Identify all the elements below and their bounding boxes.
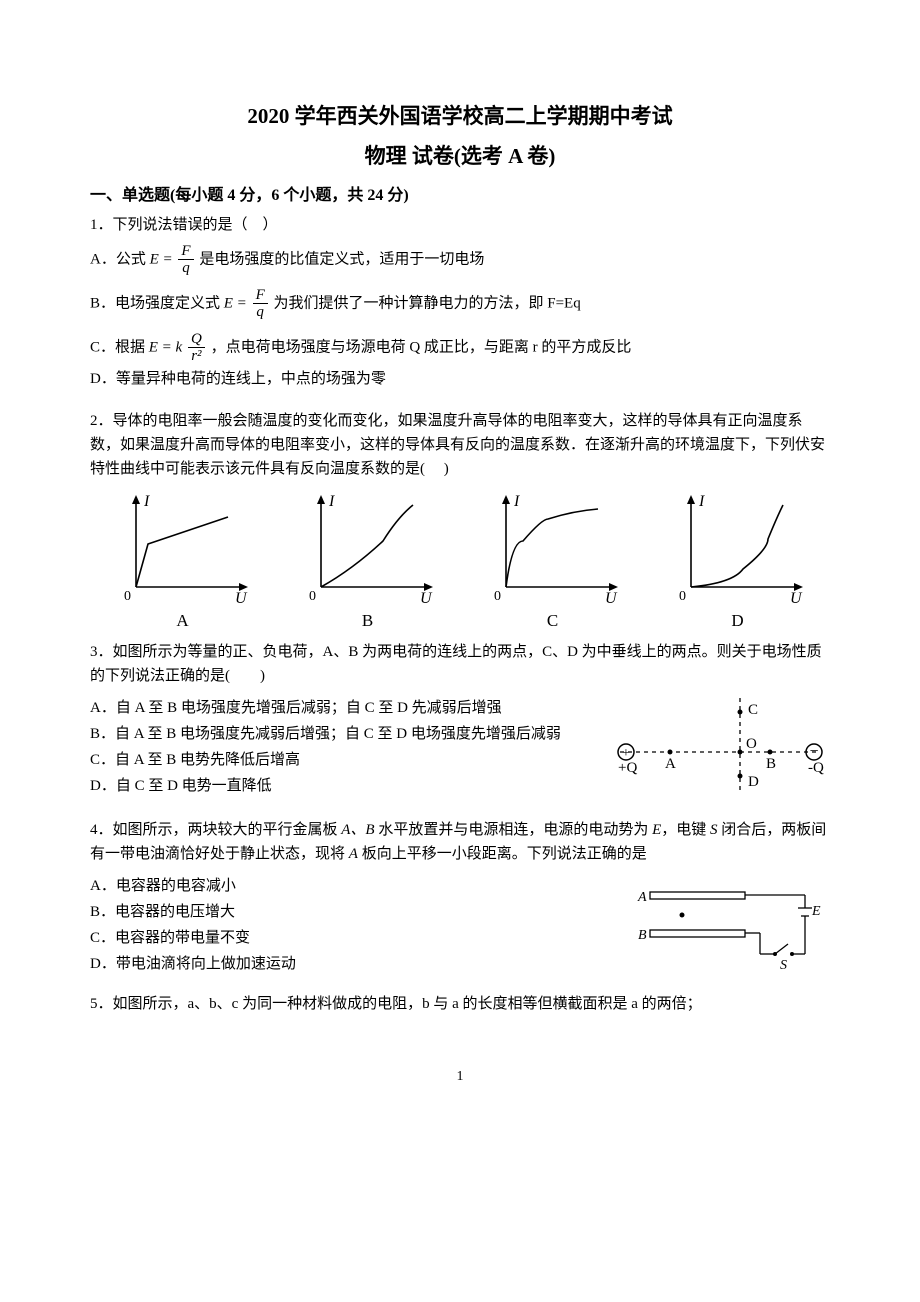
q4-option-c: C．电容器的带电量不变 (90, 926, 608, 950)
section-heading: 一、单选题(每小题 4 分，6 个小题，共 24 分) (90, 183, 830, 209)
svg-text:0: 0 (494, 589, 501, 604)
q2-chart-c: I U 0 C (460, 489, 645, 634)
chart-b-label: B (275, 607, 460, 634)
svg-text:0: 0 (309, 589, 316, 604)
svg-text:E: E (811, 904, 821, 919)
q4-stem-s: S (710, 822, 718, 838)
q1a-eq-lhs: E = (150, 251, 177, 267)
svg-text:A: A (637, 890, 647, 905)
q2-charts-row: I U 0 A I U 0 B I U 0 C I U 0 D (90, 489, 830, 634)
q3-body: A．自 A 至 B 电场强度先增强后减弱；自 C 至 D 先减弱后增强 B．自 … (90, 694, 830, 804)
svg-text:0: 0 (124, 589, 131, 604)
q3-figure: + − +Q -Q A BO C D (610, 694, 830, 804)
exam-subtitle: 物理 试卷(选考 A 卷) (90, 140, 830, 174)
q1-stem: 1．下列说法错误的是（ ） (90, 213, 830, 237)
chart-c-label: C (460, 607, 645, 634)
q1b-num: F (253, 287, 268, 305)
q4-stem-mid2: ，电键 (661, 822, 710, 838)
svg-text:S: S (780, 958, 787, 973)
q1a-den: q (178, 260, 193, 277)
q4-stem-a2: A (349, 846, 358, 862)
q4-stem-post: 板向上平移一小段距离。下列说法正确的是 (358, 846, 647, 862)
q3-options: A．自 A 至 B 电场强度先增强后减弱；自 C 至 D 先减弱后增强 B．自 … (90, 694, 598, 800)
q1b-post: 为我们提供了一种计算静电力的方法，即 F=Eq (273, 295, 580, 311)
q2-stem: 2．导体的电阻率一般会随温度的变化而变化，如果温度升高导体的电阻率变大，这样的导… (90, 409, 830, 481)
svg-text:0: 0 (679, 589, 686, 604)
svg-text:U: U (420, 590, 433, 607)
svg-text:+Q: +Q (618, 760, 637, 776)
svg-text:O: O (746, 736, 757, 752)
q1b-eq-lhs: E = (224, 295, 251, 311)
q4-body: A．电容器的电容减小 B．电容器的电压增大 C．电容器的带电量不变 D．带电油滴… (90, 872, 830, 978)
q4-stem-pre: 4．如图所示，两块较大的平行金属板 (90, 822, 341, 838)
q1c-den: r² (188, 348, 205, 365)
q2-chart-b: I U 0 B (275, 489, 460, 634)
q1c-fraction: Q r² (188, 331, 205, 365)
chart-c-svg: I U 0 (478, 489, 628, 609)
svg-text:B: B (766, 756, 776, 772)
q2-chart-d: I U 0 D (645, 489, 830, 634)
q4-stem-mid: 水平放置并与电源相连，电源的电动势为 (375, 822, 653, 838)
svg-text:D: D (748, 774, 759, 790)
q1b-fraction: F q (253, 287, 268, 321)
q1b-pre: B．电场强度定义式 (90, 295, 224, 311)
q3-stem: 3．如图所示为等量的正、负电荷，A、B 为两电荷的连线上的两点，C、D 为中垂线… (90, 640, 830, 688)
chart-d-label: D (645, 607, 830, 634)
q4-stem: 4．如图所示，两块较大的平行金属板 A、B 水平放置并与电源相连，电源的电动势为… (90, 818, 830, 866)
q1-option-a: A．公式 E = F q 是电场强度的比值定义式，适用于一切电场 (90, 243, 830, 277)
svg-text:−: − (809, 743, 818, 760)
q1-option-b: B．电场强度定义式 E = F q 为我们提供了一种计算静电力的方法，即 F=E… (90, 287, 830, 321)
chart-a-svg: I U 0 (108, 489, 258, 609)
q3-option-c: C．自 A 至 B 电势先降低后增高 (90, 748, 598, 772)
q4-option-d: D．带电油滴将向上做加速运动 (90, 952, 608, 976)
q1-option-c: C．根据 E = k Q r² ，点电荷电场强度与场源电荷 Q 成正比，与距离 … (90, 331, 830, 365)
svg-text:U: U (790, 590, 803, 607)
q4-figure: A B E S (620, 872, 830, 977)
q1-option-d: D．等量异种电荷的连线上，中点的场强为零 (90, 367, 830, 391)
q4-stem-ab: A、B (341, 822, 374, 838)
exam-title: 2020 学年西关外国语学校高二上学期期中考试 (90, 100, 830, 134)
svg-text:I: I (143, 493, 150, 510)
svg-text:I: I (328, 493, 335, 510)
svg-text:+: + (622, 746, 630, 761)
page-number: 1 (90, 1066, 830, 1088)
q1a-fraction: F q (178, 243, 193, 277)
q5-stem: 5．如图所示，a、b、c 为同一种材料做成的电阻，b 与 a 的长度相等但横截面… (90, 992, 830, 1016)
q3-option-b: B．自 A 至 B 电场强度先减弱后增强；自 C 至 D 电场强度先增强后减弱 (90, 722, 598, 746)
q4-option-b: B．电容器的电压增大 (90, 900, 608, 924)
svg-text:I: I (698, 493, 705, 510)
svg-text:C: C (748, 702, 758, 718)
q4-option-a: A．电容器的电容减小 (90, 874, 608, 898)
svg-text:U: U (605, 590, 618, 607)
svg-text:I: I (513, 493, 520, 510)
chart-d-svg: I U 0 (663, 489, 813, 609)
svg-text:A: A (665, 756, 676, 772)
svg-text:B: B (638, 928, 647, 943)
svg-text:-Q: -Q (808, 760, 824, 776)
q1c-pre: C．根据 (90, 339, 149, 355)
svg-text:U: U (235, 590, 248, 607)
chart-b-svg: I U 0 (293, 489, 443, 609)
q1b-den: q (253, 304, 268, 321)
q2-chart-a: I U 0 A (90, 489, 275, 634)
q3-option-d: D．自 C 至 D 电势一直降低 (90, 774, 598, 798)
q3-option-a: A．自 A 至 B 电场强度先增强后减弱；自 C 至 D 先减弱后增强 (90, 696, 598, 720)
q4-stem-e: E (652, 822, 661, 838)
q1c-eq-lhs: E = k (149, 339, 182, 355)
chart-a-label: A (90, 607, 275, 634)
q1a-num: F (178, 243, 193, 261)
q4-options: A．电容器的电容减小 B．电容器的电压增大 C．电容器的带电量不变 D．带电油滴… (90, 872, 608, 978)
q1a-post: 是电场强度的比值定义式，适用于一切电场 (199, 251, 484, 267)
q1a-pre: A．公式 (90, 251, 150, 267)
q1c-num: Q (188, 331, 205, 349)
q1c-post: ，点电荷电场强度与场源电荷 Q 成正比，与距离 r 的平方成反比 (211, 339, 632, 355)
